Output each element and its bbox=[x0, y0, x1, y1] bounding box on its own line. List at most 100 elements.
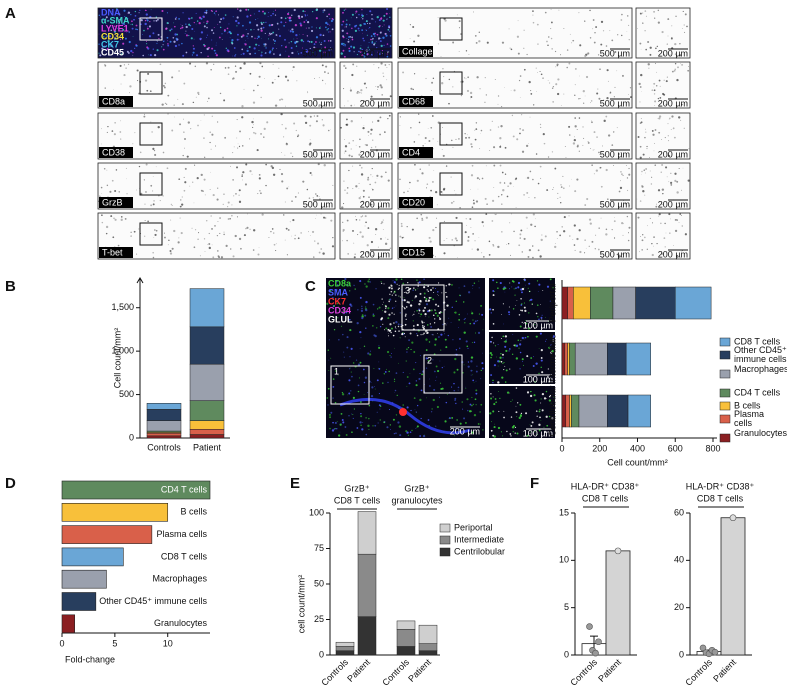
scale-label: 200 µm bbox=[658, 48, 688, 58]
y-tick-label: 40 bbox=[674, 555, 684, 565]
speckle bbox=[509, 254, 511, 256]
speckle bbox=[256, 37, 258, 40]
speckle bbox=[181, 196, 183, 198]
speckle bbox=[205, 62, 209, 65]
speckle bbox=[667, 35, 669, 37]
speckle bbox=[167, 44, 170, 47]
speckle bbox=[547, 80, 549, 81]
tile-label: CD15 bbox=[402, 247, 425, 257]
speckle bbox=[553, 187, 554, 189]
speckle bbox=[472, 202, 476, 205]
speckle bbox=[366, 244, 369, 247]
legend-label: CD8 T cells bbox=[734, 336, 781, 346]
speckle bbox=[120, 120, 122, 122]
bar bbox=[61, 502, 169, 522]
speckle bbox=[437, 121, 440, 124]
speckle bbox=[513, 427, 515, 429]
speckle bbox=[425, 338, 428, 341]
speckle bbox=[359, 138, 361, 141]
speckle bbox=[502, 435, 504, 437]
speckle bbox=[389, 323, 392, 326]
speckle bbox=[216, 235, 219, 237]
speckle bbox=[515, 344, 519, 347]
speckle bbox=[436, 217, 438, 219]
speckle bbox=[532, 21, 535, 24]
speckle bbox=[613, 96, 615, 98]
speckle bbox=[211, 133, 214, 136]
speckle bbox=[264, 52, 266, 54]
speckle bbox=[485, 165, 487, 167]
speckle bbox=[153, 237, 155, 238]
speckle bbox=[540, 73, 543, 76]
image-tile bbox=[397, 162, 633, 210]
speckle bbox=[411, 429, 413, 432]
speckle bbox=[284, 75, 288, 78]
channel-label: GLUL bbox=[328, 314, 353, 324]
speckle bbox=[578, 150, 580, 152]
speckle bbox=[599, 154, 600, 156]
speckle bbox=[263, 21, 265, 24]
speckle bbox=[546, 398, 547, 399]
speckle bbox=[347, 100, 349, 102]
speckle bbox=[434, 370, 436, 373]
bar-segment bbox=[564, 342, 568, 376]
speckle bbox=[450, 386, 453, 388]
speckle bbox=[658, 131, 661, 134]
speckle bbox=[147, 72, 150, 75]
speckle bbox=[363, 100, 366, 102]
speckle bbox=[497, 391, 499, 392]
speckle bbox=[674, 68, 676, 70]
speckle bbox=[272, 63, 274, 65]
speckle bbox=[460, 295, 462, 297]
speckle bbox=[674, 53, 677, 56]
speckle bbox=[305, 49, 308, 52]
speckle bbox=[303, 155, 306, 158]
speckle bbox=[414, 295, 418, 298]
speckle bbox=[320, 43, 322, 46]
scale-label: 500 µm bbox=[303, 98, 333, 108]
speckle bbox=[438, 295, 439, 296]
speckle bbox=[470, 174, 474, 177]
speckle bbox=[231, 214, 233, 217]
speckle bbox=[332, 385, 335, 388]
scale-label: 200 µm bbox=[658, 98, 688, 108]
speckle bbox=[297, 134, 300, 136]
speckle bbox=[645, 167, 648, 170]
speckle bbox=[372, 254, 374, 257]
speckle bbox=[480, 403, 483, 406]
speckle bbox=[645, 15, 648, 17]
bar-segment bbox=[418, 624, 438, 644]
speckle bbox=[380, 52, 382, 54]
speckle bbox=[490, 353, 493, 356]
speckle bbox=[349, 368, 351, 370]
speckle bbox=[368, 404, 371, 407]
speckle bbox=[429, 385, 431, 387]
speckle bbox=[478, 178, 481, 180]
speckle bbox=[388, 300, 391, 303]
speckle bbox=[409, 38, 411, 39]
speckle bbox=[342, 35, 344, 38]
speckle bbox=[470, 227, 472, 229]
speckle bbox=[353, 408, 356, 410]
speckle bbox=[389, 298, 392, 301]
speckle bbox=[491, 120, 493, 122]
speckle bbox=[476, 76, 479, 79]
speckle bbox=[245, 227, 247, 230]
speckle bbox=[210, 148, 212, 150]
speckle bbox=[542, 77, 544, 79]
speckle bbox=[546, 424, 549, 427]
speckle bbox=[308, 27, 310, 29]
speckle bbox=[419, 435, 421, 437]
speckle bbox=[146, 46, 149, 49]
speckle bbox=[678, 116, 681, 119]
speckle bbox=[152, 147, 155, 150]
speckle bbox=[110, 46, 112, 48]
speckle bbox=[478, 31, 480, 33]
speckle bbox=[144, 203, 146, 205]
speckle bbox=[217, 187, 219, 189]
channel-label: CD34 bbox=[328, 305, 351, 315]
speckle bbox=[597, 248, 600, 251]
speckle bbox=[321, 119, 323, 121]
speckle bbox=[431, 115, 434, 117]
speckle bbox=[454, 397, 457, 400]
